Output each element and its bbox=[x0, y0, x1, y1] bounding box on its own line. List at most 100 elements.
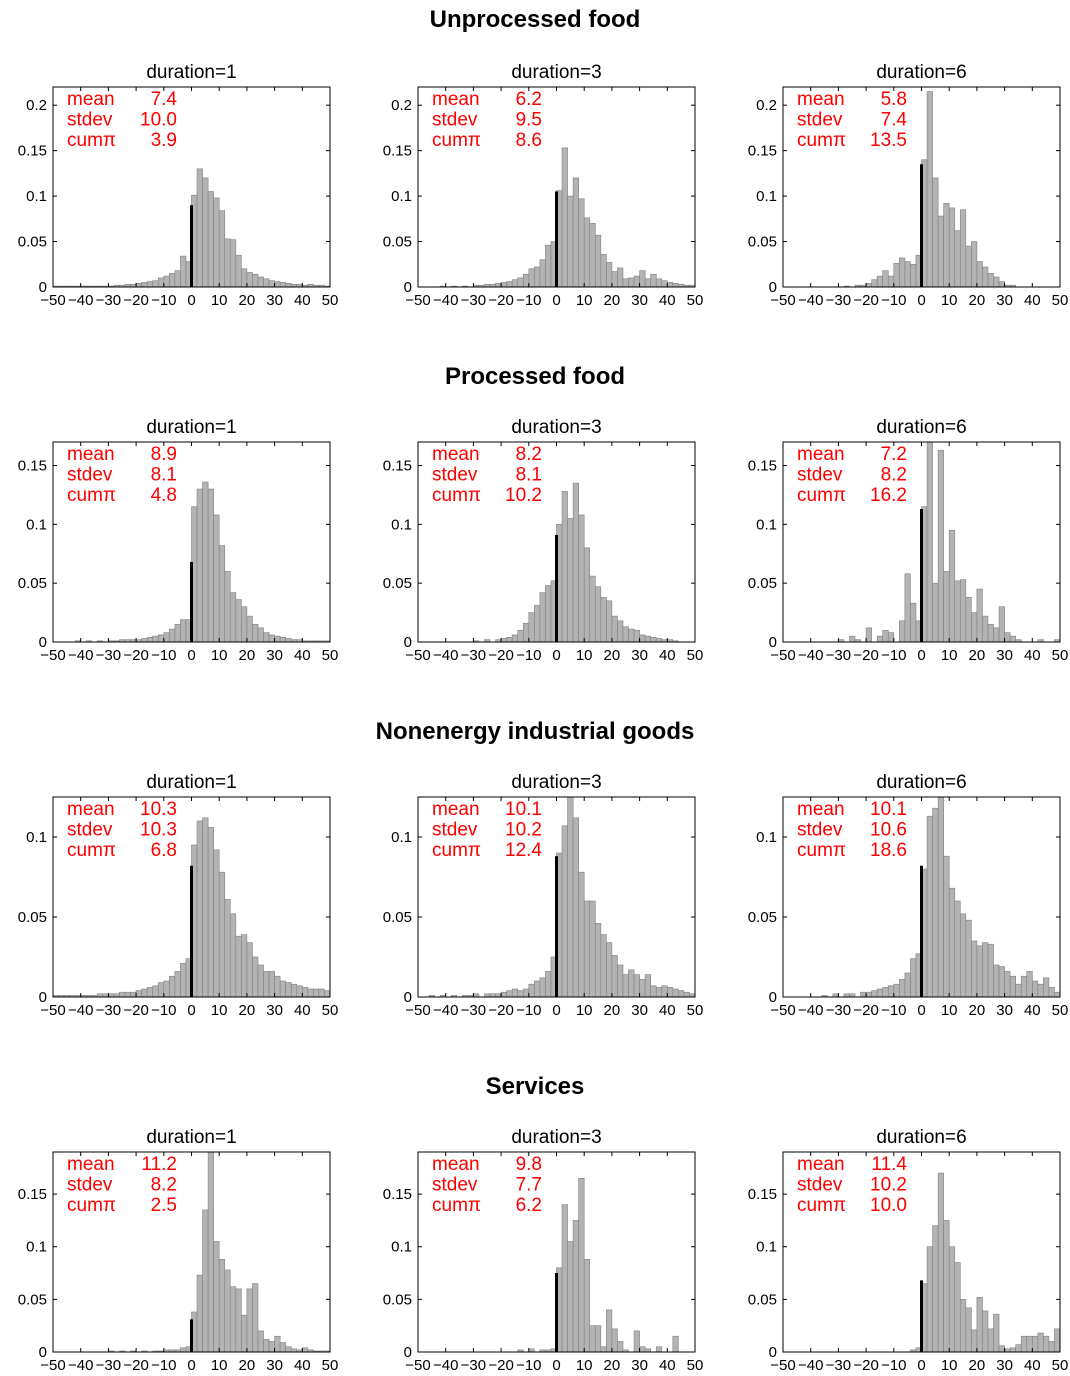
stat-label: stdev bbox=[67, 1175, 113, 1196]
histogram-bar bbox=[948, 887, 956, 998]
histogram-bar bbox=[1043, 977, 1050, 998]
histogram-bar bbox=[290, 983, 298, 998]
histogram-bar bbox=[606, 262, 613, 288]
x-tick-label: 20 bbox=[604, 1357, 621, 1374]
y-tick-label: 0.05 bbox=[18, 234, 47, 251]
histogram-bar bbox=[141, 282, 148, 288]
histogram-bar bbox=[1009, 1347, 1016, 1353]
histogram-bar bbox=[887, 985, 895, 998]
histogram-bar bbox=[1037, 983, 1044, 998]
stat-label: mean bbox=[432, 1154, 480, 1175]
x-tick-label: 10 bbox=[576, 647, 593, 664]
y-tick-label: 0.05 bbox=[383, 234, 412, 251]
histogram-bar bbox=[655, 638, 663, 643]
stat-value: 6.8 bbox=[151, 840, 177, 861]
y-tick-label: 0 bbox=[39, 1344, 47, 1361]
histogram-bar bbox=[578, 871, 585, 998]
y-tick-label: 0.15 bbox=[383, 143, 412, 160]
histogram-bar bbox=[954, 580, 961, 643]
histogram-bar bbox=[932, 807, 939, 998]
histogram-bar bbox=[899, 979, 906, 998]
histogram-bar bbox=[589, 900, 596, 998]
x-tick-label: −10 bbox=[516, 292, 541, 309]
histogram-bar bbox=[263, 971, 270, 998]
stat-label: cumπ bbox=[432, 130, 481, 151]
histogram-bar bbox=[617, 964, 624, 998]
histogram-bar bbox=[683, 991, 690, 998]
histogram-bar bbox=[876, 275, 884, 288]
stat-value: 11.4 bbox=[871, 1154, 907, 1175]
histogram-bar bbox=[644, 974, 651, 998]
stat-label: stdev bbox=[67, 820, 113, 841]
histogram-bar bbox=[545, 585, 552, 643]
x-tick-label: 40 bbox=[1024, 647, 1041, 664]
histogram-bar bbox=[301, 1347, 309, 1353]
histogram-bar bbox=[937, 215, 944, 288]
x-tick-label: 40 bbox=[659, 292, 676, 309]
histogram-bar bbox=[495, 283, 502, 288]
y-tick-label: 0 bbox=[39, 279, 47, 296]
histogram-bar bbox=[196, 820, 203, 998]
x-tick-label: −20 bbox=[853, 1357, 878, 1374]
histogram-bar bbox=[572, 1220, 579, 1353]
histogram-bar bbox=[268, 971, 275, 998]
histogram-bar bbox=[655, 278, 663, 288]
panel-title: duration=1 bbox=[146, 417, 236, 438]
x-tick-label: −10 bbox=[151, 1357, 176, 1374]
x-tick-label: 40 bbox=[1024, 1357, 1041, 1374]
histogram-bar bbox=[180, 963, 187, 998]
x-tick-label: −50 bbox=[40, 1357, 65, 1374]
histogram-bar bbox=[506, 281, 513, 288]
x-tick-label: −30 bbox=[826, 1002, 851, 1019]
histogram-bar bbox=[207, 488, 214, 643]
histogram-bar bbox=[263, 632, 270, 643]
histogram-bar bbox=[224, 238, 231, 288]
y-tick-label: 0.05 bbox=[748, 1291, 777, 1308]
histogram-bar bbox=[1037, 1332, 1044, 1353]
histogram-bar bbox=[1032, 1335, 1039, 1353]
histogram-bar bbox=[589, 223, 596, 288]
stat-label: cumπ bbox=[797, 1195, 846, 1216]
x-tick-label: −10 bbox=[516, 1357, 541, 1374]
y-tick-label: 0 bbox=[769, 989, 777, 1006]
histogram-bar bbox=[887, 632, 895, 643]
x-tick-label: 10 bbox=[211, 1357, 228, 1374]
y-tick-label: 0.15 bbox=[18, 458, 47, 475]
x-tick-label: −20 bbox=[123, 1357, 148, 1374]
x-tick-label: −20 bbox=[853, 292, 878, 309]
histogram-bar bbox=[313, 988, 320, 998]
x-tick-label: −50 bbox=[40, 647, 65, 664]
histogram-bar bbox=[180, 1347, 187, 1353]
x-tick-label: −10 bbox=[516, 647, 541, 664]
y-tick-label: 0.05 bbox=[748, 575, 777, 592]
y-tick-label: 0.1 bbox=[26, 188, 47, 205]
histogram-bar bbox=[1026, 971, 1033, 998]
histogram-bar bbox=[163, 980, 170, 998]
y-tick-label: 0 bbox=[404, 279, 412, 296]
x-tick-label: 30 bbox=[266, 1002, 283, 1019]
histogram-bar bbox=[865, 627, 872, 643]
y-tick-label: 0.15 bbox=[748, 1186, 777, 1203]
histogram-bar bbox=[545, 971, 552, 998]
x-tick-label: −30 bbox=[96, 647, 121, 664]
x-tick-label: 50 bbox=[322, 292, 339, 309]
histogram-bar bbox=[998, 606, 1005, 643]
x-tick-label: −30 bbox=[461, 292, 486, 309]
stat-value: 6.2 bbox=[516, 1195, 542, 1216]
histogram-bar bbox=[146, 987, 154, 998]
histogram-bar bbox=[279, 282, 286, 288]
histogram-bar bbox=[539, 977, 546, 998]
histogram-bar bbox=[229, 592, 237, 643]
histogram-bar bbox=[887, 275, 895, 288]
histogram-bar bbox=[622, 626, 629, 643]
histogram-bar bbox=[976, 261, 983, 288]
x-tick-label: 0 bbox=[187, 647, 195, 664]
histogram-bar bbox=[976, 945, 983, 998]
stat-label: cumπ bbox=[67, 485, 116, 506]
histogram-bar bbox=[926, 441, 933, 643]
histogram-bar bbox=[567, 195, 574, 288]
x-tick-label: 10 bbox=[576, 292, 593, 309]
histogram-bar bbox=[865, 283, 872, 288]
histogram-bar bbox=[279, 636, 286, 643]
histogram-bar bbox=[948, 1246, 956, 1353]
